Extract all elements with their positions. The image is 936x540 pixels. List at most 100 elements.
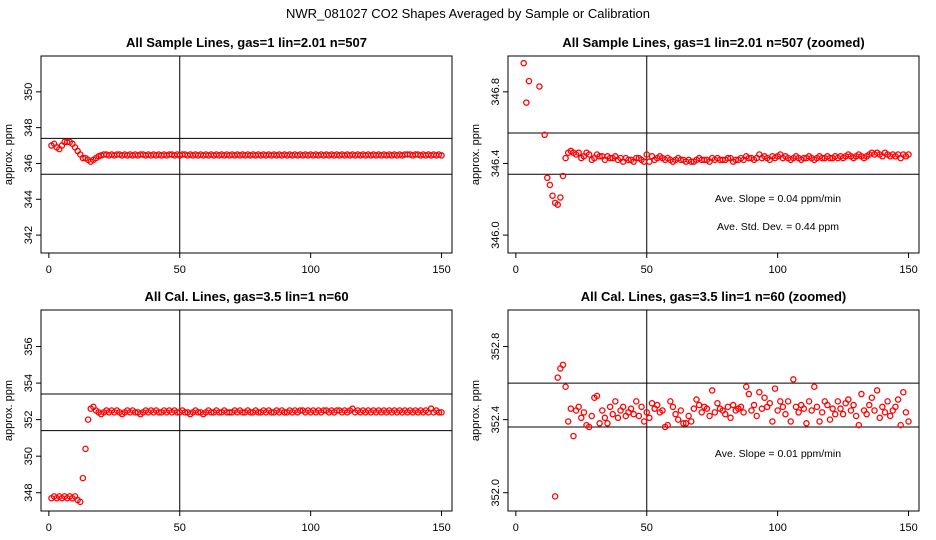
data-point [892,403,899,411]
data-point [876,414,883,422]
x-tick-label: 150 [899,264,917,276]
annotation-2: Ave. Std. Dev. = 0.44 ppm [717,221,839,233]
data-point [708,387,716,394]
data-point [722,410,729,418]
x-tick-label: 0 [46,522,52,534]
data-point [769,418,776,425]
data-point [897,421,904,429]
data-point [803,420,810,427]
y-tick-label: 346.8 [490,78,502,106]
x-tick-label: 100 [301,264,319,276]
data-point [635,412,643,420]
data-point [575,149,582,156]
data-point [557,194,564,201]
y-tick-label: 352.4 [490,406,502,434]
data-point [588,412,596,420]
data-point [850,401,857,409]
plot-frame [507,309,920,512]
x-tick-label: 100 [768,264,786,276]
plot-frame [40,55,453,254]
data-point [706,412,713,420]
chart-panel-3: All Cal. Lines, gas=3.5 lin=1 n=60 0 50 100… [3,289,453,534]
data-point [900,388,907,396]
data-point [779,403,787,411]
data-point [813,403,821,411]
data-point [852,412,860,420]
data-point [845,396,852,403]
data-point [554,201,561,208]
data-point [784,398,792,405]
data-point [646,414,653,422]
x-tick-label: 50 [641,264,653,276]
x-tick-label: 50 [174,522,186,534]
data-point [703,405,711,412]
chart-panels: All Sample Lines, gas=1 lin=2.01 n=507 0 5… [3,35,920,534]
data-point [727,414,734,422]
data-point [787,418,794,425]
data-point [729,401,737,409]
data-point [82,445,89,453]
y-tick-label: 352.0 [490,479,502,507]
data-point [614,414,622,422]
data-point [544,174,551,182]
y-tick-label: 348 [23,118,35,136]
data-point [795,409,802,416]
data-point [593,392,601,400]
data-point [653,401,661,409]
data-point [761,394,768,401]
chart-title: All Sample Lines, gas=1 lin=2.01 n=507 [126,35,367,50]
data-point [659,407,666,414]
x-tick-label: 0 [513,264,519,276]
data-point [766,399,774,407]
data-point [77,498,84,506]
data-point [674,416,682,423]
y-axis-label: approx. ppm [3,380,15,441]
data-point [711,409,719,416]
data-point [633,398,640,405]
data-point [894,396,902,403]
data-point [685,412,692,420]
figure-title: NWR_081027 CO2 Shapes Averaged by Sample… [286,6,650,21]
y-tick-label: 354 [23,374,35,392]
data-point [790,376,797,383]
y-axis-label: approx. ppm [3,124,15,185]
data-point [520,59,527,67]
y-tick-label: 352.8 [490,333,502,361]
y-axis-label: approx. ppm [470,124,482,185]
y-tick-label: 348 [23,484,35,502]
chart-title: All Sample Lines, gas=1 lin=2.01 n=507 (… [562,35,864,50]
plot-frame [40,309,453,512]
data-point [677,407,685,414]
data-point [564,418,572,425]
y-tick-label: 346.0 [490,221,502,249]
data-point [866,401,873,409]
data-point [839,410,847,418]
chart-panel-2: All Sample Lines, gas=1 lin=2.01 n=507 (… [470,35,920,276]
data-point [640,418,648,425]
y-tick-label: 346.4 [490,150,502,178]
data-point [643,409,650,416]
data-point [774,407,781,414]
data-point [831,410,839,418]
annotation-1: Ave. Slope = 0.04 ppm/min [715,193,841,205]
data-point [816,418,823,425]
data-point [837,405,844,412]
data-point [578,414,585,422]
data-point [826,416,834,423]
data-point [536,83,543,90]
data-point [596,153,603,160]
data-point [554,374,561,381]
y-tick-label: 352 [23,410,35,428]
x-tick-label: 150 [899,522,917,534]
data-point [585,423,593,431]
data-point [737,403,745,411]
x-tick-label: 150 [432,522,450,534]
data-point [863,410,870,418]
chart-title: All Cal. Lines, gas=3.5 lin=1 n=60 (zoom… [581,289,847,304]
data-point [559,172,567,180]
data-point [619,403,627,411]
x-tick-label: 50 [174,264,186,276]
chart-title: All Cal. Lines, gas=3.5 lin=1 n=60 [144,289,348,304]
data-point [902,409,910,416]
